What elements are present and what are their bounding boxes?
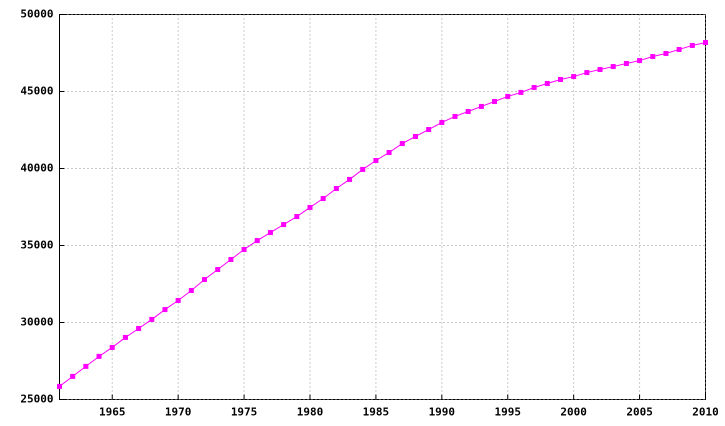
data-point — [241, 247, 247, 253]
data-point — [465, 109, 471, 115]
data-point — [347, 176, 353, 182]
data-point — [650, 54, 656, 60]
data-point — [109, 344, 115, 350]
data-point — [557, 76, 563, 82]
x-tick-label: 1970 — [165, 406, 192, 419]
data-point — [505, 93, 511, 99]
x-tick-label: 1980 — [297, 406, 324, 419]
x-tick-label: 1990 — [429, 406, 456, 419]
data-point — [663, 50, 669, 56]
data-point — [57, 383, 62, 389]
data-point — [676, 46, 682, 52]
y-tick-label: 40000 — [20, 162, 53, 175]
y-tick-label: 50000 — [20, 8, 53, 21]
y-tick-label: 30000 — [20, 316, 53, 329]
data-point — [571, 74, 577, 80]
data-point — [610, 64, 616, 70]
data-point — [689, 42, 695, 48]
x-tick-label: 1965 — [99, 406, 126, 419]
data-point — [373, 157, 379, 163]
x-tick-label: 2005 — [626, 406, 653, 419]
data-point — [175, 297, 181, 303]
data-point — [544, 80, 550, 86]
series-line — [59, 42, 706, 387]
data-point — [96, 353, 102, 359]
data-point — [597, 66, 603, 72]
data-point — [70, 373, 76, 379]
y-tick-label: 35000 — [20, 239, 53, 252]
data-point — [623, 60, 629, 66]
x-tick-label: 1995 — [494, 406, 521, 419]
data-point — [333, 186, 339, 192]
data-point — [452, 113, 458, 119]
x-tick-label: 1975 — [231, 406, 258, 419]
y-tick-label: 25000 — [20, 393, 53, 406]
data-point — [294, 214, 300, 220]
data-point — [267, 230, 273, 236]
data-point — [399, 141, 405, 147]
data-point — [439, 119, 445, 125]
x-tick-label: 2000 — [560, 406, 587, 419]
data-point — [122, 334, 128, 340]
x-tick-label: 1985 — [363, 406, 390, 419]
data-point — [531, 84, 537, 90]
data-point — [307, 204, 313, 210]
x-tick-label: 2010 — [692, 406, 719, 419]
data-point — [478, 103, 484, 109]
data-point — [386, 149, 392, 155]
data-point — [360, 166, 366, 172]
data-point — [136, 326, 142, 332]
data-point — [320, 196, 326, 202]
y-tick-label: 45000 — [20, 85, 53, 98]
data-point — [228, 257, 234, 263]
data-point — [518, 89, 524, 95]
data-point — [254, 238, 260, 244]
data-point — [162, 307, 168, 313]
data-point — [149, 316, 155, 322]
data-point — [492, 99, 498, 105]
data-point — [188, 287, 194, 293]
data-point — [281, 222, 287, 228]
data-point — [83, 363, 89, 369]
data-point — [426, 127, 432, 133]
data-point — [202, 277, 208, 283]
data-point — [215, 267, 221, 273]
data-point — [637, 58, 643, 64]
data-point — [584, 70, 590, 76]
plot-frame — [59, 14, 706, 400]
data-point — [703, 40, 708, 46]
data-point — [412, 133, 418, 139]
